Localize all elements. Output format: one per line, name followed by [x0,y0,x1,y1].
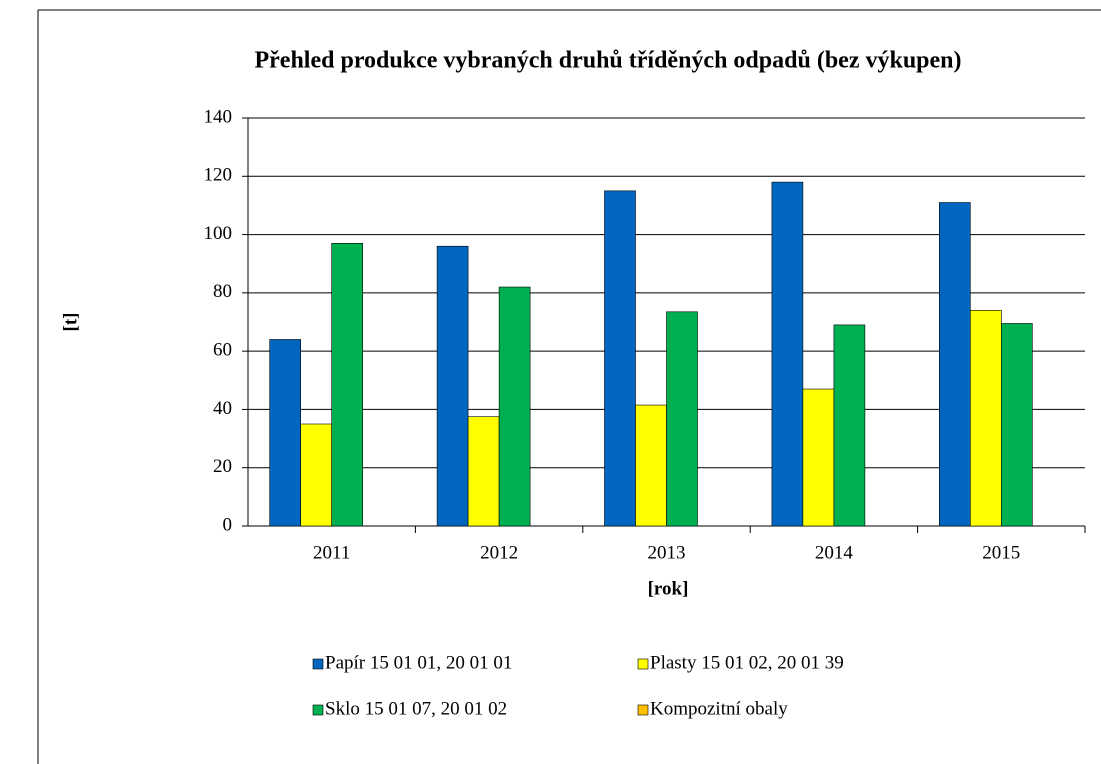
legend-swatch [312,704,324,716]
bar [635,404,667,527]
y-tick-label: 60 [213,340,232,361]
bar [833,324,866,527]
bar [969,310,1002,527]
y-tick-label: 0 [223,514,233,535]
x-tick-label: 2013 [648,542,686,563]
bar [1000,323,1033,527]
x-tick-label: 2011 [313,542,350,563]
bar [771,181,804,527]
y-tick-label: 80 [213,281,232,302]
y-tick-label: 120 [204,165,233,186]
y-tick-label: 140 [204,106,233,127]
chart-title: Přehled produkce vybraných druhů tříděný… [254,48,961,74]
legend-swatch [637,658,649,670]
bar [604,190,636,527]
legend-label: Sklo 15 01 07, 20 01 02 [325,698,507,719]
bar [498,286,531,527]
bar [331,243,364,527]
bar [938,202,971,527]
legend-label: Kompozitní obaly [650,698,788,719]
x-tick-label: 2014 [815,542,854,563]
legend-swatch [637,704,649,716]
bar [666,311,698,527]
x-axis-label: [rok] [648,578,689,599]
legend-label: Plasty 15 01 02, 20 01 39 [650,652,844,673]
bar [300,423,333,527]
bar [269,339,302,527]
y-tick-label: 100 [204,223,233,244]
bar [802,388,835,527]
y-axis-label: [t] [60,313,81,332]
legend-swatch [312,658,324,670]
x-tick-label: 2015 [982,542,1020,563]
bar [436,245,469,527]
legend-label: Papír 15 01 01, 20 01 01 [325,652,512,673]
y-tick-label: 20 [213,456,232,477]
y-tick-label: 40 [213,398,232,419]
x-tick-label: 2012 [480,542,518,563]
bar [467,416,500,527]
